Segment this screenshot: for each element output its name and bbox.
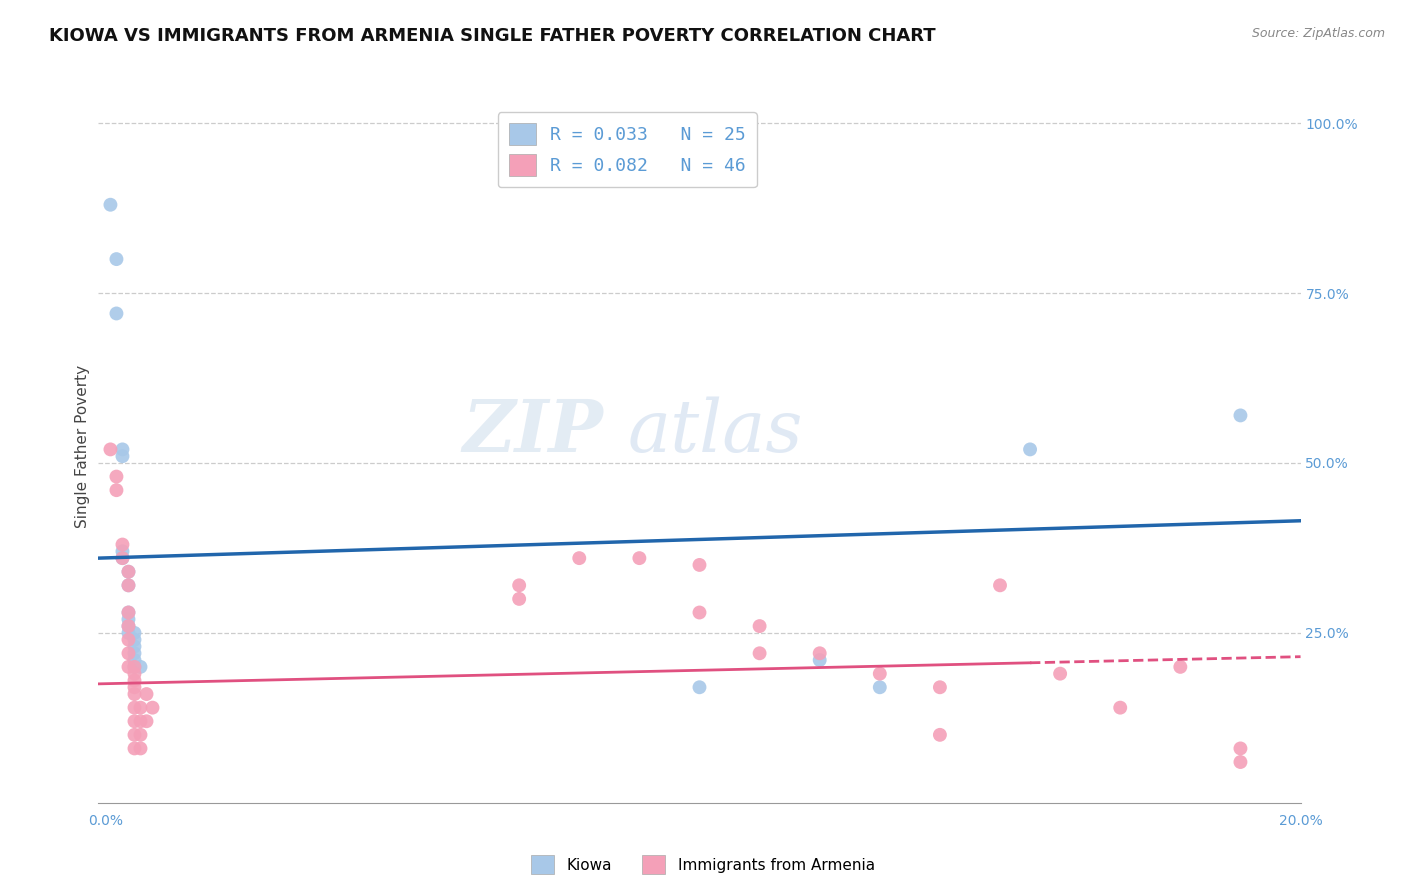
Point [117,565,139,579]
Point [124,666,146,681]
Point [135,714,157,729]
Point [117,578,139,592]
Point [111,551,134,566]
Point [124,640,146,654]
Legend: Kiowa, Immigrants from Armenia: Kiowa, Immigrants from Armenia [526,849,880,880]
Point [508,578,530,592]
Point [124,632,146,647]
Point [124,687,146,701]
Point [117,646,139,660]
Point [129,660,152,674]
Text: 0.0%: 0.0% [89,814,122,828]
Point [117,565,139,579]
Point [508,591,530,606]
Point [1229,741,1251,756]
Point [117,619,139,633]
Point [568,551,591,566]
Point [689,558,711,572]
Point [111,544,134,558]
Text: 20.0%: 20.0% [1278,814,1323,828]
Point [111,442,134,457]
Point [129,741,152,756]
Point [808,653,831,667]
Point [929,728,952,742]
Point [117,612,139,626]
Point [124,680,146,694]
Point [100,198,122,212]
Point [748,646,770,660]
Point [117,578,139,592]
Point [124,673,146,688]
Point [124,741,146,756]
Point [100,442,122,457]
Point [129,728,152,742]
Point [988,578,1011,592]
Point [135,687,157,701]
Legend: R = 0.033   N = 25, R = 0.082   N = 46: R = 0.033 N = 25, R = 0.082 N = 46 [498,112,756,187]
Point [117,660,139,674]
Point [1229,409,1251,423]
Point [105,483,128,498]
Text: Source: ZipAtlas.com: Source: ZipAtlas.com [1251,27,1385,40]
Text: ZIP: ZIP [463,396,603,467]
Point [105,469,128,483]
Point [111,551,134,566]
Point [117,619,139,633]
Point [117,626,139,640]
Point [929,680,952,694]
Text: atlas: atlas [627,396,803,467]
Point [124,728,146,742]
Point [129,714,152,729]
Point [117,606,139,620]
Point [124,646,146,660]
Point [105,306,128,320]
Point [124,714,146,729]
Text: KIOWA VS IMMIGRANTS FROM ARMENIA SINGLE FATHER POVERTY CORRELATION CHART: KIOWA VS IMMIGRANTS FROM ARMENIA SINGLE … [49,27,936,45]
Point [1170,660,1192,674]
Point [869,680,891,694]
Point [689,606,711,620]
Point [105,252,128,266]
Point [141,700,163,714]
Point [1229,755,1251,769]
Point [111,449,134,463]
Point [124,660,146,674]
Point [111,537,134,551]
Point [1049,666,1071,681]
Point [124,660,146,674]
Point [689,680,711,694]
Point [129,700,152,714]
Y-axis label: Single Father Poverty: Single Father Poverty [75,365,90,527]
Point [808,646,831,660]
Point [628,551,651,566]
Point [748,619,770,633]
Point [1109,700,1132,714]
Point [124,653,146,667]
Point [124,626,146,640]
Point [117,606,139,620]
Point [117,632,139,647]
Point [869,666,891,681]
Point [1019,442,1042,457]
Point [124,700,146,714]
